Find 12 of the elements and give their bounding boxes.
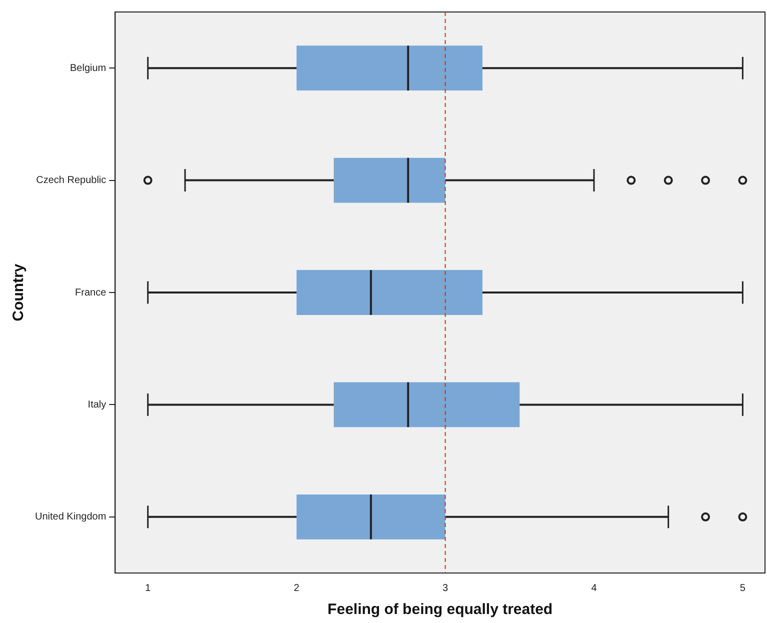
x-tick-label: 5	[740, 582, 746, 594]
x-axis-title: Feeling of being equally treated	[328, 601, 553, 618]
x-tick-label: 3	[442, 582, 448, 594]
y-tick-label: United Kingdom	[34, 512, 106, 523]
y-axis-title: Country	[10, 263, 28, 322]
y-tick-label: France	[75, 287, 107, 298]
x-tick-label: 4	[591, 582, 598, 594]
x-tick-label: 2	[294, 582, 300, 594]
x-tick-label: 1	[145, 582, 152, 594]
y-tick-label: Czech Republic	[36, 175, 106, 186]
y-tick-label: Italy	[88, 399, 106, 410]
y-tick-label: Belgium	[70, 62, 106, 74]
